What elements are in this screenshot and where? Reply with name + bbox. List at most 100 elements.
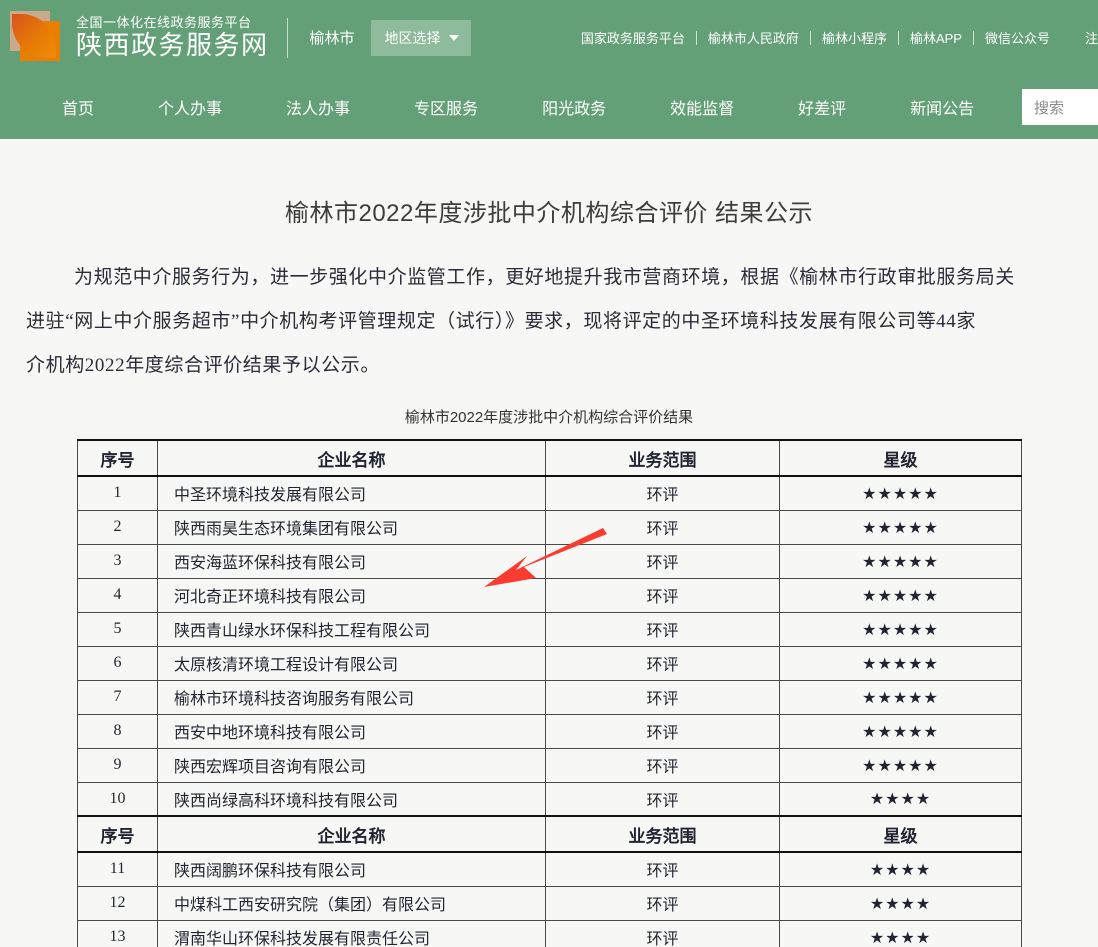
region-select-button[interactable]: 地区选择 (370, 19, 471, 56)
site-logo[interactable] (4, 7, 66, 69)
nav-item-list: 首页 个人办事 法人办事 专区服务 阳光政务 效能监督 好差评 新闻公告 (0, 95, 1006, 119)
cell-index: 6 (77, 645, 158, 681)
region-select-label: 地区选择 (384, 29, 441, 46)
cell-index: 9 (77, 747, 158, 783)
cell-company-name: 渭南华山环保科技发展有限责任公司 (157, 919, 546, 947)
nav-item-sunshine[interactable]: 阳光政务 (542, 101, 607, 118)
cell-business-scope: 环评 (545, 781, 780, 817)
toplink-register[interactable]: 注 (1084, 31, 1098, 46)
table-header-scope: 业务范围 (545, 815, 780, 854)
table-row: 2 陕西雨昊生态环境集团有限公司 环评 ★★★★★ (77, 509, 1022, 545)
cell-index: 12 (77, 885, 158, 921)
cell-star-rating: ★★★★ (779, 885, 1022, 921)
link-separator (695, 30, 697, 45)
cell-business-scope: 环评 (545, 475, 780, 511)
link-separator (809, 30, 811, 45)
cell-index: 8 (77, 713, 158, 749)
table-header-rating: 星级 (779, 815, 1022, 854)
cell-company-name: 陕西雨昊生态环境集团有限公司 (157, 509, 546, 545)
cell-company-name: 陕西阔鹏环保科技有限公司 (157, 851, 546, 887)
brand-subtitle: 全国一体化在线政务服务平台 (76, 14, 252, 30)
cell-business-scope: 环评 (545, 509, 780, 545)
main-navigation: 首页 个人办事 法人办事 专区服务 阳光政务 效能监督 好差评 新闻公告 搜索 (0, 75, 1098, 139)
paragraph-line-3: 介机构2022年度综合评价结果予以公示。 (26, 355, 381, 377)
cell-index: 7 (77, 679, 158, 715)
header-quick-links: 国家政务服务平台 榆林市人民政府 榆林小程序 榆林APP 微信公众号 注 (570, 28, 1098, 47)
table-header-row: 序号 企业名称 业务范围 星级 (77, 815, 1022, 854)
table-row: 3 西安海蓝环保科技有限公司 环评 ★★★★★ (77, 543, 1022, 579)
table-header-company: 企业名称 (157, 815, 546, 854)
cell-company-name: 陕西尚绿高科环境科技有限公司 (157, 781, 546, 817)
cell-business-scope: 环评 (545, 577, 780, 613)
cell-index: 2 (77, 509, 158, 545)
cell-business-scope: 环评 (545, 747, 780, 783)
cell-index: 10 (77, 781, 158, 817)
paragraph-text-1: 为规范中介服务行为，进一步强化中介监管工作，更好地提升我市营商环境，根据《榆林市… (74, 267, 1015, 289)
cell-company-name: 榆林市环境科技咨询服务有限公司 (157, 679, 546, 715)
cell-star-rating: ★★★★ (779, 781, 1022, 817)
cell-business-scope: 环评 (545, 611, 780, 647)
site-header: 全国一体化在线政务服务平台 陕西政务服务网 榆林市 地区选择 国家政务服务平台 … (0, 0, 1098, 75)
link-separator (897, 30, 899, 45)
toplink-yulin-government[interactable]: 榆林市人民政府 (707, 31, 799, 46)
nav-item-home[interactable]: 首页 (62, 101, 95, 118)
table-header-rating: 星级 (779, 439, 1022, 478)
brand-title: 陕西政务服务网 (76, 30, 269, 61)
table-row: 10 陕西尚绿高科环境科技有限公司 环评 ★★★★ (77, 781, 1022, 817)
table-header-row: 序号 企业名称 业务范围 星级 (77, 439, 1022, 478)
cell-index: 5 (77, 611, 158, 647)
table-header-company: 企业名称 (157, 439, 546, 478)
current-city-label: 榆林市 (309, 30, 355, 47)
link-separator (972, 30, 974, 45)
cell-business-scope: 环评 (545, 885, 780, 921)
cell-business-scope: 环评 (545, 851, 780, 887)
search-input[interactable]: 搜索 (1022, 89, 1098, 125)
cell-company-name: 太原核清环境工程设计有限公司 (157, 645, 546, 681)
nav-item-zone[interactable]: 专区服务 (414, 101, 479, 118)
cell-index: 11 (77, 851, 158, 887)
search-placeholder-label: 搜索 (1034, 99, 1065, 117)
cell-index: 4 (77, 577, 158, 613)
cell-company-name: 中圣环境科技发展有限公司 (157, 475, 546, 511)
cell-business-scope: 环评 (545, 679, 780, 715)
table-row: 13 渭南华山环保科技发展有限责任公司 环评 ★★★★ (77, 919, 1022, 947)
cell-business-scope: 环评 (545, 713, 780, 749)
cell-business-scope: 环评 (545, 645, 780, 681)
toplink-wechat-official[interactable]: 微信公众号 (984, 31, 1050, 46)
nav-item-review[interactable]: 好差评 (798, 101, 847, 118)
table-row: 1 中圣环境科技发展有限公司 环评 ★★★★★ (77, 475, 1022, 511)
nav-item-personal[interactable]: 个人办事 (158, 101, 223, 118)
toplink-national-platform[interactable]: 国家政务服务平台 (580, 31, 685, 46)
page-title: 榆林市2022年度涉批中介机构综合评价 结果公示 (284, 200, 814, 228)
table-row: 7 榆林市环境科技咨询服务有限公司 环评 ★★★★★ (77, 679, 1022, 715)
paragraph-line-1: 为规范中介服务行为，进一步强化中介监管工作，更好地提升我市营商环境，根据《榆林市… (26, 256, 1098, 300)
brand-block: 全国一体化在线政务服务平台 陕西政务服务网 (76, 14, 269, 61)
nav-item-news[interactable]: 新闻公告 (910, 101, 975, 118)
chevron-down-icon (448, 34, 459, 41)
cell-business-scope: 环评 (545, 919, 780, 947)
cell-star-rating: ★★★★★ (779, 543, 1022, 579)
toplink-yulin-miniprogram[interactable]: 榆林小程序 (821, 31, 887, 46)
cell-star-rating: ★★★★ (779, 851, 1022, 887)
cell-star-rating: ★★★★ (779, 919, 1022, 947)
nav-item-efficiency[interactable]: 效能监督 (670, 101, 735, 118)
results-table: 序号 企业名称 业务范围 星级 1 中圣环境科技发展有限公司 环评 ★★★★★ 2 陕西雨昊生态环… (77, 439, 1022, 947)
article-content: 榆林市2022年度涉批中介机构综合评价 结果公示 为规范中介服务行为，进一步强化… (0, 155, 1098, 947)
table-row: 6 太原核清环境工程设计有限公司 环评 ★★★★★ (77, 645, 1022, 681)
nav-item-legal[interactable]: 法人办事 (286, 101, 351, 118)
cell-company-name: 陕西青山绿水环保科技工程有限公司 (157, 611, 546, 647)
table-row: 5 陕西青山绿水环保科技工程有限公司 环评 ★★★★★ (77, 611, 1022, 647)
results-table-wrapper: 序号 企业名称 业务范围 星级 1 中圣环境科技发展有限公司 环评 ★★★★★ 2 陕西雨昊生态环… (77, 439, 1022, 947)
table-row: 4 河北奇正环境科技有限公司 环评 ★★★★★ (77, 577, 1022, 613)
toplink-yulin-app[interactable]: 榆林APP (909, 31, 962, 46)
table-row: 11 陕西阔鹏环保科技有限公司 环评 ★★★★ (77, 851, 1022, 887)
cell-star-rating: ★★★★★ (779, 577, 1022, 613)
table-row: 9 陕西宏辉项目咨询有限公司 环评 ★★★★★ (77, 747, 1022, 783)
cell-star-rating: ★★★★★ (779, 611, 1022, 647)
cell-index: 13 (77, 919, 158, 947)
table-header-index: 序号 (77, 439, 158, 478)
cell-star-rating: ★★★★★ (779, 679, 1022, 715)
article-body: 为规范中介服务行为，进一步强化中介监管工作，更好地提升我市营商环境，根据《榆林市… (0, 256, 1098, 388)
cell-star-rating: ★★★★★ (779, 713, 1022, 749)
